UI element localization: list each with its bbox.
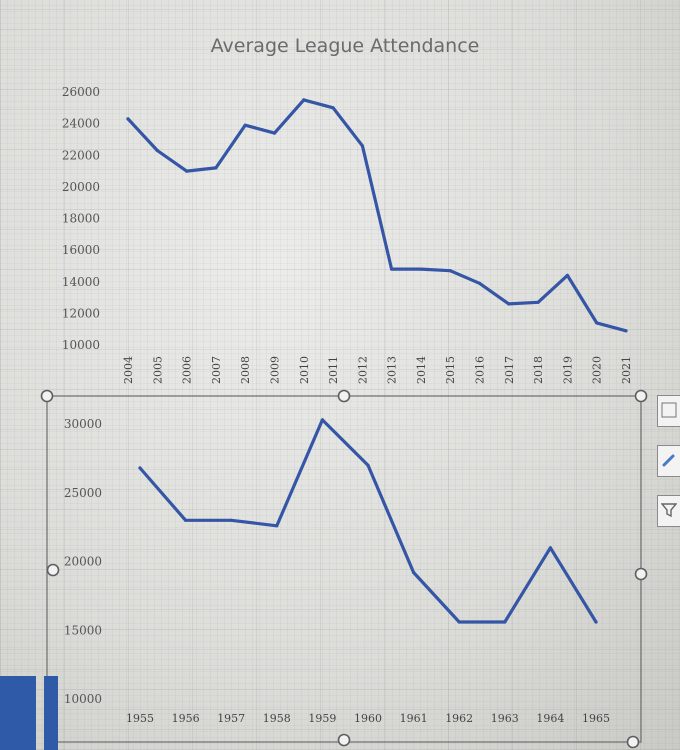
- filter-icon: [661, 503, 677, 518]
- data-point: [331, 106, 335, 110]
- data-point: [214, 166, 218, 170]
- x-tick-label: 2012: [356, 356, 369, 384]
- y-tick-label: 10000: [62, 338, 100, 352]
- data-point: [419, 267, 423, 271]
- data-point: [565, 273, 570, 277]
- data-point: [302, 98, 306, 102]
- x-tick-label: 1957: [217, 712, 245, 725]
- x-tick-label: 1960: [354, 712, 382, 725]
- x-tick-label: 1959: [308, 712, 336, 725]
- data-point: [138, 466, 142, 470]
- x-tick-label: 2017: [503, 356, 516, 384]
- resize-handle[interactable]: [337, 389, 351, 403]
- x-tick-label: 2008: [239, 356, 252, 384]
- data-point: [457, 620, 461, 624]
- x-tick-label: 1965: [582, 712, 610, 725]
- resize-handle[interactable]: [40, 389, 54, 403]
- x-tick-label: 2010: [298, 356, 311, 384]
- y-tick-label: 25000: [64, 486, 102, 500]
- x-tick-label: 1964: [536, 712, 564, 725]
- data-point: [155, 148, 159, 153]
- y-tick-label: 16000: [62, 243, 100, 257]
- resize-handle[interactable]: [337, 733, 351, 747]
- data-point: [594, 620, 598, 624]
- x-tick-label: 1955: [126, 712, 154, 725]
- data-point: [507, 302, 511, 306]
- series-line: [138, 418, 598, 624]
- y-tick-label: 20000: [64, 555, 102, 569]
- y-tick-label: 15000: [64, 623, 102, 637]
- data-point: [412, 570, 416, 575]
- resize-handle[interactable]: [634, 389, 648, 403]
- resize-handle[interactable]: [46, 563, 60, 577]
- x-tick-label: 2006: [181, 356, 194, 384]
- x-tick-label: 1956: [172, 712, 200, 725]
- data-point: [448, 269, 452, 273]
- data-point: [184, 518, 188, 522]
- x-tick-label: 2019: [561, 356, 574, 384]
- x-tick-label: 2004: [122, 356, 135, 384]
- chart-frame: [46, 395, 642, 743]
- x-tick-label: 1958: [263, 712, 291, 725]
- chart-filters-button[interactable]: [657, 495, 680, 527]
- data-point: [320, 418, 324, 422]
- data-point: [548, 546, 553, 550]
- data-point: [595, 321, 599, 325]
- y-tick-label: 26000: [62, 85, 100, 99]
- x-tick-label: 1961: [400, 712, 428, 725]
- data-point: [477, 281, 482, 285]
- y-tick-label: 10000: [64, 692, 102, 706]
- data-point: [536, 300, 540, 304]
- x-tick-label: 2014: [415, 356, 428, 384]
- y-tick-label: 24000: [62, 117, 100, 131]
- data-point: [126, 117, 130, 121]
- series-line: [126, 98, 628, 333]
- x-tick-label: 2009: [268, 356, 281, 384]
- x-tick-label: 2011: [327, 356, 340, 384]
- x-tick-label: 2020: [591, 356, 604, 384]
- x-tick-label: 2007: [210, 356, 223, 384]
- y-tick-label: 18000: [62, 212, 100, 226]
- y-tick-label: 30000: [64, 417, 102, 431]
- y-tick-label: 12000: [62, 306, 100, 320]
- x-tick-label: 2015: [444, 356, 457, 384]
- resize-handle[interactable]: [626, 735, 640, 749]
- x-tick-label: 2018: [532, 356, 545, 384]
- chart-title: Average League Attendance: [211, 35, 480, 57]
- data-point: [243, 123, 247, 127]
- plus-icon: [661, 402, 677, 418]
- chart-styles-button[interactable]: [657, 445, 680, 477]
- background-bar-2: [44, 676, 58, 750]
- brush-icon: [662, 454, 675, 467]
- x-tick-label: 1962: [445, 712, 473, 725]
- x-tick-label: 2013: [386, 356, 399, 384]
- data-point: [229, 518, 233, 522]
- data-point: [360, 144, 364, 148]
- x-tick-label: 2016: [474, 356, 487, 384]
- data-point: [503, 620, 507, 624]
- data-point: [272, 131, 277, 135]
- y-tick-label: 20000: [62, 180, 100, 194]
- x-tick-label: 2005: [151, 356, 164, 384]
- y-tick-label: 14000: [62, 275, 100, 289]
- data-point: [390, 267, 394, 271]
- data-point: [366, 463, 370, 467]
- x-tick-label: 1963: [491, 712, 519, 725]
- x-tick-label: 2021: [620, 356, 633, 384]
- data-point: [185, 169, 189, 173]
- data-point: [624, 329, 628, 333]
- background-bar-1: [0, 676, 36, 750]
- y-tick-label: 22000: [62, 148, 100, 162]
- data-point: [275, 524, 279, 528]
- chart-elements-button[interactable]: [657, 395, 680, 427]
- resize-handle[interactable]: [634, 567, 648, 581]
